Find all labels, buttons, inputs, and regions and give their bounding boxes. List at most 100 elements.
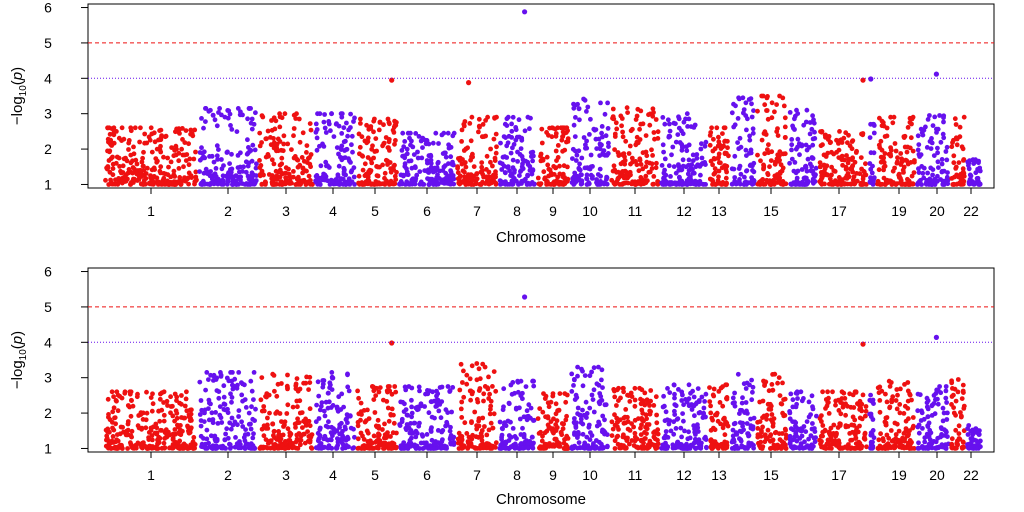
data-point [343,426,348,432]
data-point [107,149,112,155]
data-point [243,405,249,410]
data-point [432,442,438,448]
data-point [976,160,981,166]
data-point [841,181,847,186]
data-point [409,414,414,420]
data-point [508,419,513,425]
data-point [810,156,816,161]
data-point [237,112,243,118]
data-point [693,164,699,170]
data-point [588,430,593,435]
data-point [469,154,474,160]
data-point [841,135,847,141]
data-point [853,436,858,441]
data-point [223,431,229,437]
data-point [272,445,277,451]
data-point [939,157,945,162]
data-point [189,175,195,181]
data-point [937,113,942,118]
data-point [377,385,383,390]
data-point [307,439,313,445]
data-point [154,425,160,431]
data-point [610,426,616,432]
data-point [579,179,584,185]
data-point [276,433,281,438]
data-point [111,125,117,131]
data-point [291,112,297,118]
data-point [584,138,589,144]
data-point [643,173,649,179]
data-point [238,150,243,156]
data-point [767,164,772,170]
data-point [953,135,959,141]
data-point [459,399,465,405]
data-point [882,445,888,450]
data-point [619,116,625,121]
data-point [369,441,374,447]
data-point [177,175,183,180]
data-point [673,403,679,409]
data-point [820,423,826,428]
data-point [114,437,120,443]
data-point [635,444,640,450]
data-point [526,402,532,408]
data-point [297,398,303,404]
data-point [436,408,442,414]
data-point [803,165,809,171]
data-point [644,416,649,422]
data-point [810,113,815,119]
data-point [806,414,812,420]
data-point [662,156,668,162]
data-point [345,180,350,186]
data-point [612,446,618,451]
data-point [484,167,489,172]
data-point [327,182,333,187]
data-point [298,437,304,443]
data-point [449,162,455,167]
data-point [882,163,888,169]
data-point [153,421,159,427]
data-point [285,372,290,378]
data-point [660,142,666,148]
data-point [392,118,397,124]
data-point [711,393,717,399]
data-point [634,162,640,168]
data-point [718,181,724,187]
data-point [228,391,233,397]
data-point [590,174,595,179]
data-point [317,180,322,186]
data-point [219,157,224,162]
data-point [822,181,827,187]
data-point [821,445,826,450]
data-point [618,395,623,401]
data-point [314,127,320,132]
data-point [228,426,234,432]
data-point [331,134,337,140]
data-point [822,166,828,171]
data-point [425,176,430,182]
data-point [389,406,395,412]
data-point [599,124,605,129]
data-point [525,445,531,451]
data-point [551,172,557,177]
data-point [174,394,180,400]
data-point [182,152,188,158]
data-point [314,147,320,153]
data-point [686,157,692,163]
data-point [825,389,830,395]
data-point [787,437,793,442]
data-point [348,111,353,117]
data-point [625,426,631,432]
data-point [870,121,876,127]
data-point [909,446,915,451]
data-point [341,165,347,171]
data-point [513,127,519,133]
data-point [598,173,603,179]
data-point [758,433,764,439]
data-point [135,391,140,397]
data-point [104,444,110,449]
data-point [444,419,450,425]
data-point [499,434,504,440]
data-point [505,114,511,120]
data-point [654,420,660,426]
